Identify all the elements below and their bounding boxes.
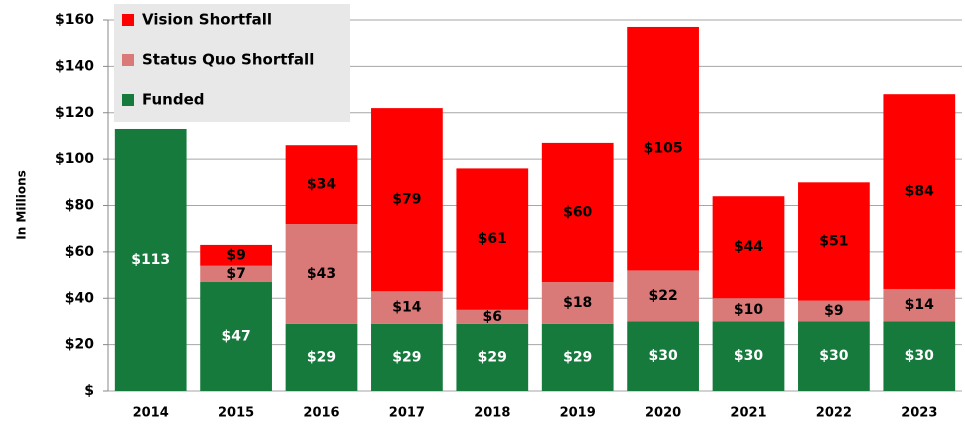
data-label: $9 — [824, 303, 843, 319]
data-label: $51 — [819, 233, 848, 249]
x-tick-label: 2014 — [133, 406, 169, 421]
data-label: $29 — [563, 349, 592, 365]
x-tick-label: 2021 — [730, 406, 766, 421]
bar-segment — [285, 145, 358, 225]
bar-segment — [200, 244, 272, 266]
legend: Vision Shortfall Status Quo Shortfall Fund… — [114, 4, 350, 122]
bar-segment — [541, 323, 614, 391]
x-tick-label: 2015 — [218, 406, 254, 421]
data-label: $14 — [392, 300, 421, 316]
data-label: $44 — [734, 239, 763, 255]
y-tick-label: $60 — [65, 244, 94, 260]
y-axis-label: In Millions — [15, 170, 29, 240]
y-tick-label: $40 — [65, 290, 94, 306]
bar-segment — [883, 321, 956, 391]
bar-segment — [627, 270, 699, 322]
bar-segment — [200, 282, 272, 391]
data-label: $30 — [905, 348, 934, 364]
bar-segment — [541, 282, 614, 324]
data-label: $43 — [307, 266, 336, 282]
y-tick-label: $ — [84, 383, 94, 399]
data-label: $9 — [226, 247, 245, 263]
data-label: $10 — [734, 302, 763, 318]
data-label: $29 — [478, 349, 507, 365]
bar-segment — [798, 321, 870, 391]
data-label: $34 — [307, 177, 336, 193]
y-tick-label: $80 — [65, 198, 94, 214]
x-tick-label: 2017 — [389, 406, 425, 421]
bar-segment — [627, 26, 699, 271]
bar-segment — [285, 323, 358, 391]
bar-segment — [200, 265, 272, 283]
bar-segment — [712, 321, 785, 391]
legend-box — [114, 4, 350, 122]
data-label: $14 — [905, 297, 934, 313]
y-tick-label: $20 — [65, 337, 94, 353]
bar-segment — [712, 298, 785, 322]
y-tick-label: $100 — [55, 151, 94, 167]
y-tick-label: $120 — [55, 105, 94, 121]
y-tick-label: $160 — [55, 12, 94, 28]
legend-label: Vision Shortfall — [142, 11, 272, 29]
data-label: $113 — [131, 252, 170, 268]
x-tick-label: 2019 — [560, 406, 596, 421]
data-label: $30 — [648, 348, 677, 364]
data-label: $22 — [648, 288, 677, 304]
data-label: $6 — [483, 309, 502, 325]
bar-segment — [456, 323, 529, 391]
data-label: $47 — [221, 329, 250, 345]
bar-segment — [883, 94, 956, 289]
bar-segment — [712, 196, 785, 299]
data-label: $61 — [478, 231, 507, 247]
legend-swatch — [122, 54, 134, 66]
data-label: $29 — [307, 349, 336, 365]
legend-label: Funded — [142, 91, 205, 109]
bar-segment — [456, 309, 529, 324]
bar-segment — [371, 291, 443, 324]
bar-segment — [371, 323, 443, 391]
x-tick-label: 2016 — [303, 406, 339, 421]
bar-segment — [798, 182, 870, 301]
bar-segment — [371, 108, 443, 292]
bar-segment — [114, 128, 187, 391]
bar-segment — [883, 288, 956, 322]
data-label: $84 — [905, 184, 934, 200]
data-label: $30 — [734, 348, 763, 364]
x-tick-label: 2023 — [901, 406, 937, 421]
data-label: $79 — [392, 192, 421, 208]
bar-segment — [541, 142, 614, 283]
data-label: $60 — [563, 204, 592, 220]
bar-segment — [456, 168, 529, 310]
bar-segment — [627, 321, 699, 391]
y-tick-label: $140 — [55, 58, 94, 74]
legend-swatch — [122, 14, 134, 26]
x-tick-label: 2018 — [474, 406, 510, 421]
bar-segment — [285, 224, 358, 324]
data-label: $18 — [563, 295, 592, 311]
legend-label: Status Quo Shortfall — [142, 51, 314, 69]
data-label: $29 — [392, 349, 421, 365]
data-label: $7 — [226, 266, 245, 282]
data-label: $30 — [819, 348, 848, 364]
data-label: $105 — [644, 141, 683, 157]
legend-swatch — [122, 94, 134, 106]
bar-segment — [798, 300, 870, 322]
x-tick-label: 2022 — [816, 406, 852, 421]
x-tick-label: 2020 — [645, 406, 681, 421]
